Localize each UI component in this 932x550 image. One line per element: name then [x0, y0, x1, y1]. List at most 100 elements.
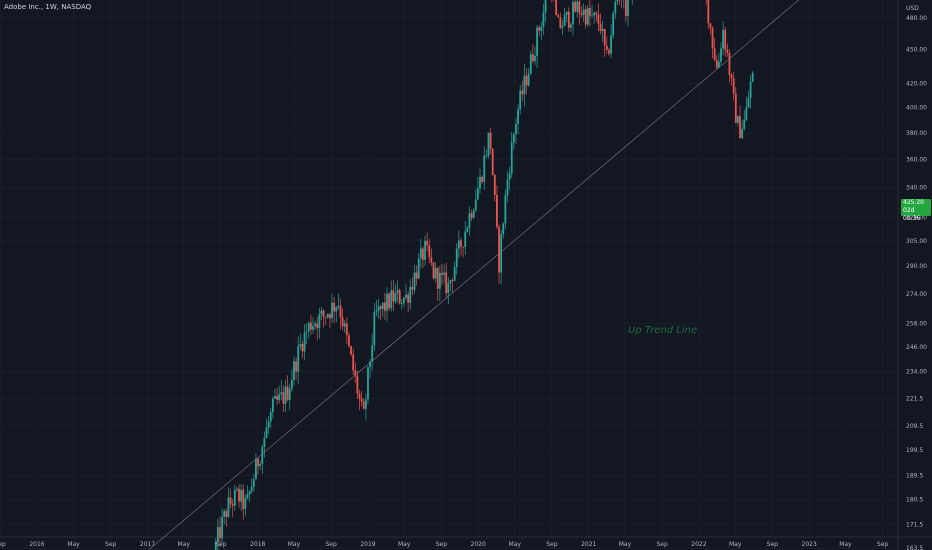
- time-tick-label: 2020: [471, 541, 486, 548]
- candle-body: [447, 283, 450, 294]
- candle: [299, 333, 302, 350]
- candle-body: [453, 267, 456, 281]
- time-tick-label: 2022: [691, 541, 706, 548]
- candle-body: [299, 344, 302, 347]
- candle-body: [259, 463, 262, 467]
- candle-body: [405, 294, 407, 298]
- candle: [307, 321, 310, 339]
- candle-body: [316, 323, 319, 329]
- price-tick-label: 480.00: [906, 15, 927, 22]
- candle-body: [375, 310, 378, 313]
- candle: [240, 484, 243, 512]
- candle-body: [572, 1, 574, 25]
- candle: [335, 306, 338, 323]
- candle: [589, 0, 591, 26]
- candle-body: [305, 331, 308, 333]
- candle: [476, 177, 479, 201]
- candle-body: [225, 511, 228, 517]
- candle-body: [407, 294, 410, 303]
- candle-body: [411, 286, 414, 290]
- candle-body: [580, 13, 583, 15]
- candle: [730, 72, 733, 86]
- candle: [551, 0, 553, 3]
- candle-body: [722, 29, 725, 49]
- candle-body: [466, 227, 469, 232]
- candle-body: [236, 488, 238, 491]
- candle-body: [717, 61, 720, 68]
- time-tick-label: May: [288, 541, 301, 548]
- candle: [223, 508, 226, 525]
- candle-body: [430, 257, 433, 263]
- candle: [724, 26, 727, 57]
- candle: [502, 222, 505, 239]
- candle: [411, 277, 414, 296]
- candle: [436, 266, 439, 301]
- candle-body: [627, 0, 629, 16]
- candle: [371, 333, 374, 371]
- candle: [403, 296, 405, 308]
- candle-body: [229, 497, 232, 504]
- candle-body: [286, 386, 289, 401]
- candle: [225, 508, 228, 527]
- candle: [705, 0, 707, 5]
- candle-body: [595, 12, 598, 15]
- candle-body: [231, 503, 234, 506]
- candle-body: [257, 458, 259, 467]
- time-tick-label: Sep: [767, 541, 779, 548]
- candle-body: [436, 268, 439, 289]
- candle-body: [216, 527, 219, 542]
- candle: [398, 288, 401, 305]
- candle-body: [603, 28, 606, 46]
- candle-body: [567, 11, 570, 28]
- candle: [407, 291, 410, 313]
- candle: [487, 132, 490, 159]
- candle-body: [506, 179, 509, 196]
- candle: [542, 3, 545, 35]
- candle-body: [521, 90, 524, 95]
- candle-body: [559, 17, 562, 28]
- candle: [354, 362, 357, 383]
- candle: [290, 369, 293, 392]
- candle-body: [371, 345, 374, 362]
- candle: [491, 147, 494, 176]
- candle-body: [457, 240, 460, 249]
- candle: [390, 280, 393, 312]
- candle-body: [472, 210, 475, 218]
- candle-body: [276, 396, 278, 400]
- trend-line-annotation[interactable]: Up Trend Line: [628, 325, 698, 336]
- candle: [261, 444, 264, 474]
- candle-body: [555, 0, 558, 16]
- candle: [214, 538, 217, 550]
- candle: [310, 314, 312, 336]
- candle: [280, 380, 283, 401]
- candle-body: [540, 26, 543, 31]
- time-tick-label: Sep: [546, 541, 558, 548]
- candle-body: [263, 438, 266, 447]
- candle: [341, 308, 344, 331]
- candle: [734, 87, 737, 124]
- chart-title: Adobe Inc., 1W, NASDAQ: [4, 3, 91, 11]
- candle: [557, 13, 560, 18]
- candle: [739, 105, 741, 139]
- candle-body: [356, 375, 359, 394]
- time-tick-label: May: [729, 541, 742, 548]
- time-tick-label: Sep: [105, 541, 117, 548]
- candle-body: [244, 498, 247, 509]
- candle: [498, 223, 500, 284]
- candle-body: [396, 290, 399, 294]
- candle: [504, 189, 507, 230]
- candle-body: [348, 335, 350, 347]
- candle: [415, 265, 418, 286]
- symbol-name: Adobe Inc.: [4, 3, 41, 11]
- candle: [527, 68, 530, 88]
- candle: [367, 366, 369, 405]
- candle: [500, 229, 503, 285]
- candle-body: [525, 75, 528, 86]
- candle-body: [221, 517, 224, 539]
- candle: [601, 20, 604, 42]
- title-separator: ,: [56, 3, 62, 11]
- candle: [621, 0, 622, 8]
- candle: [479, 168, 481, 194]
- candle-body: [601, 28, 604, 32]
